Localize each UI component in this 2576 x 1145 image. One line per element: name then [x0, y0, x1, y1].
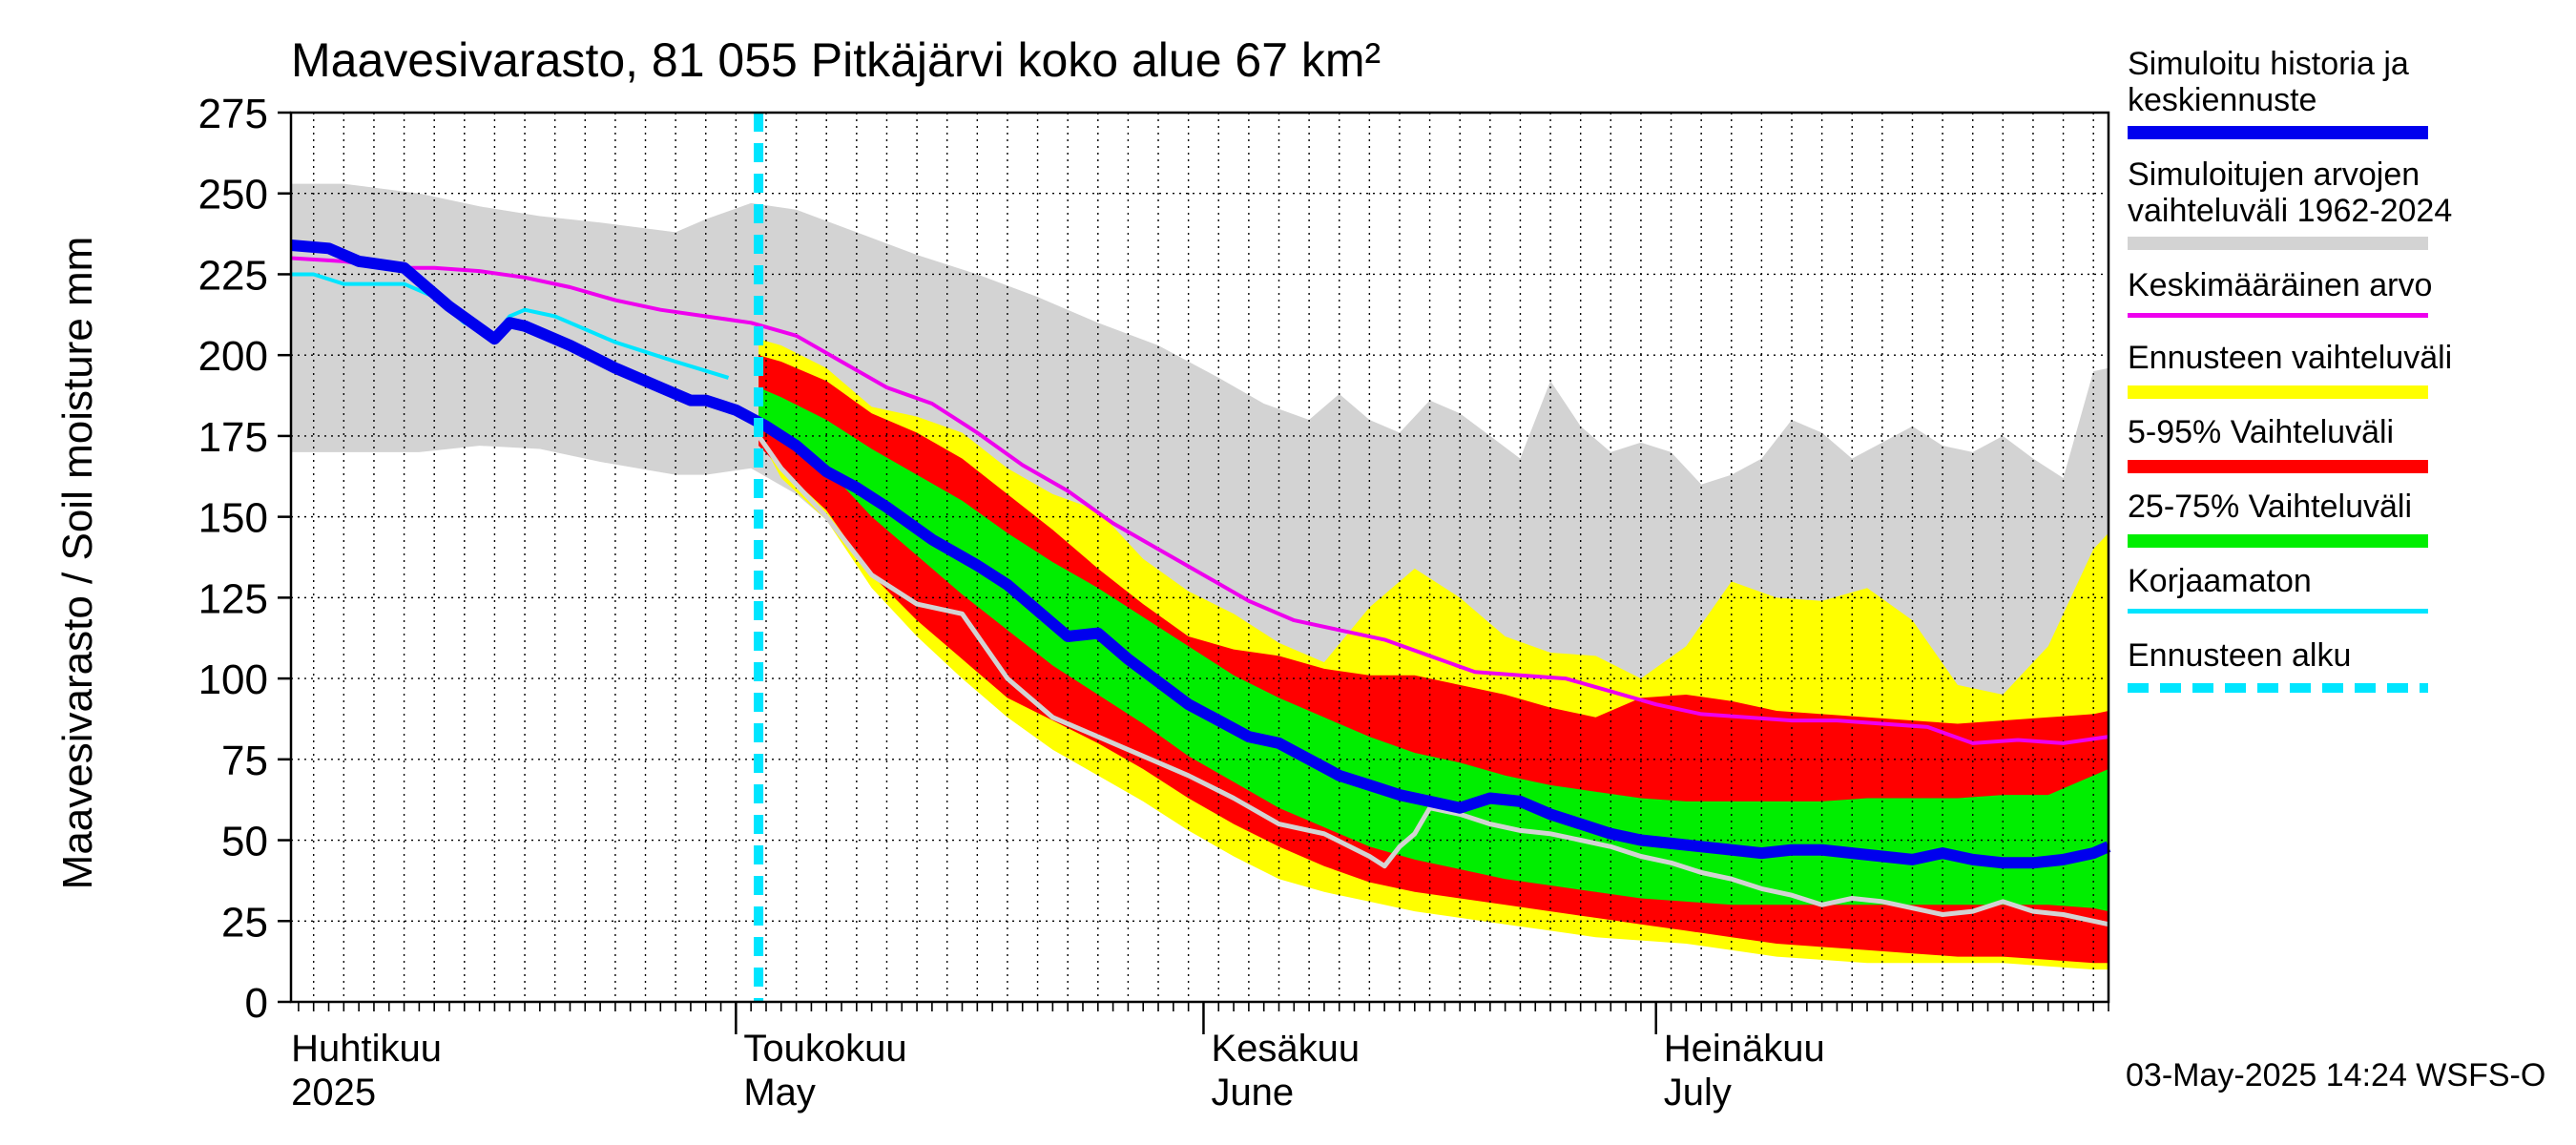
y-tick-label: 200	[198, 333, 268, 380]
legend-item-5-95: 5-95% Vaihteluväli	[2128, 414, 2547, 473]
x-month-sublabel: May	[743, 1072, 816, 1114]
y-tick-label: 0	[245, 980, 268, 1027]
x-month-label: Kesäkuu	[1211, 1028, 1360, 1070]
y-tick-label: 100	[198, 656, 268, 703]
legend-label: Keskimääräinen arvo	[2128, 267, 2433, 303]
legend-item-simulated-history: Simuloitu historia ja keskiennuste	[2128, 46, 2547, 139]
legend-item-mean: Keskimääräinen arvo	[2128, 267, 2547, 318]
y-axis-label: Maavesivarasto / Soil moisture mm	[54, 237, 101, 890]
y-tick-label: 125	[198, 575, 268, 622]
x-month-sublabel: 2025	[291, 1072, 376, 1114]
timestamp: 03-May-2025 14:24 WSFS-O	[2126, 1057, 2546, 1093]
chart-title: Maavesivarasto, 81 055 Pitkäjärvi koko a…	[291, 33, 1381, 87]
legend-label: Ennusteen alku	[2128, 637, 2352, 674]
legend-label: 5-95% Vaihteluväli	[2128, 414, 2395, 450]
legend-label: Simuloitu historia ja keskiennuste	[2128, 46, 2409, 118]
x-month-label: Heinäkuu	[1664, 1028, 1825, 1070]
legend-label: 25-75% Vaihteluväli	[2128, 489, 2412, 525]
legend-swatch-yellow	[2128, 385, 2428, 399]
plot-frame	[289, 111, 2110, 1004]
y-tick-label: 275	[198, 91, 268, 137]
legend-item-25-75: 25-75% Vaihteluväli	[2128, 489, 2547, 548]
y-tick-label: 250	[198, 172, 268, 219]
y-tick-label: 50	[221, 819, 268, 865]
legend-swatch-dashed-cyan	[2128, 683, 2428, 693]
legend-label: Korjaamaton	[2128, 563, 2312, 599]
y-tick-label: 25	[221, 899, 268, 946]
x-month-label: Huhtikuu	[291, 1028, 442, 1070]
legend-swatch-green	[2128, 534, 2428, 548]
legend-label: Simuloitujen arvojen vaihteluväli 1962-2…	[2128, 156, 2453, 229]
legend-item-history-range: Simuloitujen arvojen vaihteluväli 1962-2…	[2128, 156, 2547, 250]
plot-area: 0 25 50 75 100 125 150 175 200 225 250 275 Huhtikuu2…	[198, 91, 2111, 1114]
legend-swatch-cyan	[2128, 609, 2428, 614]
x-month-label: Toukokuu	[743, 1028, 906, 1070]
legend-item-uncorrected: Korjaamaton	[2128, 563, 2547, 614]
y-tick-label: 175	[198, 414, 268, 461]
legend-swatch-gray	[2128, 237, 2428, 250]
series-gray-simulation	[757, 434, 2109, 927]
x-month-sublabel: June	[1211, 1072, 1294, 1114]
legend-item-forecast-range: Ennusteen vaihteluväli	[2128, 340, 2547, 399]
legend-swatch-magenta	[2128, 313, 2428, 318]
x-month-sublabel: July	[1664, 1072, 1732, 1114]
y-tick-label: 150	[198, 495, 268, 542]
legend-item-forecast-start: Ennusteen alku	[2128, 637, 2547, 693]
y-tick-label: 225	[198, 252, 268, 299]
legend-swatch-red	[2128, 460, 2428, 473]
series-simulated-mean	[290, 239, 2111, 869]
y-tick-label: 75	[221, 738, 268, 784]
grid	[291, 113, 2109, 1002]
legend-swatch-blue	[2128, 126, 2428, 139]
series-mean	[290, 256, 2109, 745]
legend-label: Ennusteen vaihteluväli	[2128, 340, 2453, 376]
